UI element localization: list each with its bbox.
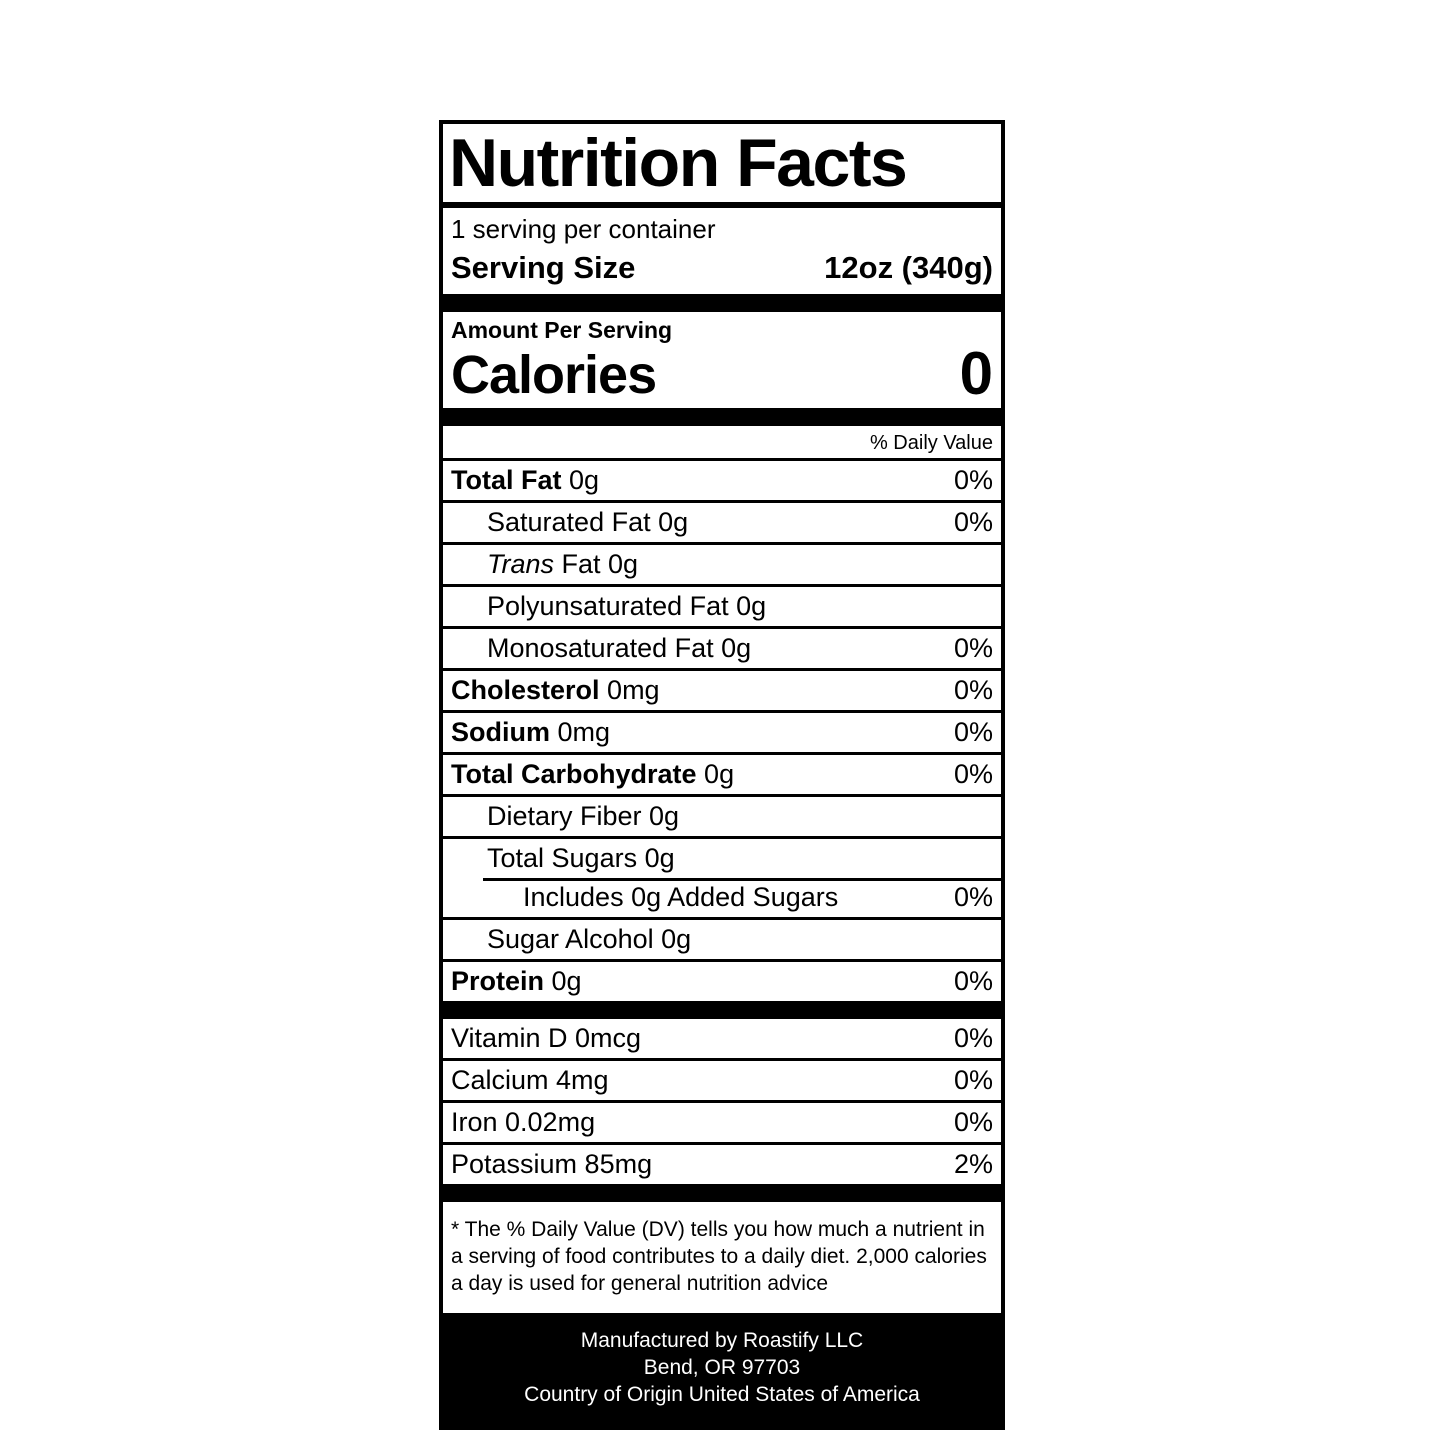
nutrient-name: Total Fat 0g <box>451 465 600 495</box>
nutrient-dv: 0% <box>953 507 993 537</box>
nutrient-dv: 0% <box>953 465 993 495</box>
nutrient-row-sodium: Sodium 0mg 0% <box>439 710 1005 752</box>
nutrient-row-cholesterol: Cholesterol 0mg 0% <box>439 668 1005 710</box>
calories-value: 0 <box>959 340 993 407</box>
nutrient-row-trans-fat: Trans Fat 0g <box>439 542 1005 584</box>
nutrient-row-total-carbohydrate: Total Carbohydrate 0g 0% <box>439 752 1005 794</box>
nutrient-name: Sugar Alcohol 0g <box>487 924 692 954</box>
page-title: Nutrition Facts <box>449 125 908 201</box>
vitamin-dv: 0% <box>953 1023 993 1053</box>
serving-size-value: 12oz (340g) <box>824 250 993 285</box>
nutrient-row-dietary-fiber: Dietary Fiber 0g <box>439 794 1005 836</box>
manufacturer-line: Country of Origin United States of Ameri… <box>524 1383 920 1406</box>
vitamin-name: Vitamin D 0mcg <box>451 1023 642 1053</box>
manufacturer-line: Bend, OR 97703 <box>643 1356 801 1379</box>
vitamin-dv: 2% <box>953 1149 993 1179</box>
manufacturer-line: Manufactured by Roastify LLC <box>580 1329 864 1352</box>
nutrient-row-monosaturated-fat: Monosaturated Fat 0g 0% <box>439 626 1005 668</box>
nutrient-dv: 0% <box>953 675 993 705</box>
nutrient-name: Protein 0g <box>451 966 582 996</box>
nutrient-dv: 0% <box>953 717 993 747</box>
servings-per-container: 1 serving per container <box>451 214 716 244</box>
footnote-line: a day is used for general nutrition advi… <box>451 1272 829 1295</box>
nutrient-dv: 0% <box>953 966 993 996</box>
footnote-line: a serving of food contributes to a daily… <box>451 1245 987 1268</box>
nutrient-row-added-sugars: Includes 0g Added Sugars 0% <box>439 878 1005 917</box>
nutrient-name: Sodium 0mg <box>451 717 611 747</box>
serving-size-label: Serving Size <box>451 250 636 285</box>
nutrient-row-polyunsaturated-fat: Polyunsaturated Fat 0g <box>439 584 1005 626</box>
nutrient-row-total-sugars: Total Sugars 0g <box>439 836 1005 878</box>
manufacturer-section: Manufactured by Roastify LLC Bend, OR 97… <box>439 1313 1005 1430</box>
calories-label: Calories <box>451 345 657 405</box>
footnote-line: * The % Daily Value (DV) tells you how m… <box>451 1218 985 1241</box>
nutrient-row-total-fat: Total Fat 0g 0% <box>439 458 1005 500</box>
nutrient-name: Polyunsaturated Fat 0g <box>487 591 767 621</box>
nutrient-name: Cholesterol 0mg <box>451 675 660 705</box>
nutrient-name: Includes 0g Added Sugars <box>523 882 839 912</box>
vitamin-dv: 0% <box>953 1107 993 1137</box>
vitamin-row-vitamin-d: Vitamin D 0mcg 0% <box>439 1001 1005 1058</box>
vitamin-name: Potassium 85mg <box>451 1149 653 1179</box>
nutrient-dv: 0% <box>953 759 993 789</box>
vitamin-name: Calcium 4mg <box>451 1065 609 1095</box>
daily-value-header-row: % Daily Value <box>439 408 1005 458</box>
vitamin-row-potassium: Potassium 85mg 2% <box>439 1142 1005 1184</box>
nutrient-name: Dietary Fiber 0g <box>487 801 680 831</box>
nutrition-facts-label: Nutrition Facts 1 serving per container … <box>439 120 1005 1430</box>
nutrient-dv: 0% <box>953 633 993 663</box>
nutrient-row-saturated-fat: Saturated Fat 0g 0% <box>439 500 1005 542</box>
label-title-section: Nutrition Facts <box>439 120 1005 202</box>
nutrient-name: Total Carbohydrate 0g <box>451 759 735 789</box>
vitamin-row-iron: Iron 0.02mg 0% <box>439 1100 1005 1142</box>
calories-row: Calories 0 <box>443 344 1001 408</box>
nutrient-name: Monosaturated Fat 0g <box>487 633 752 663</box>
nutrient-row-sugar-alcohol: Sugar Alcohol 0g <box>439 917 1005 959</box>
serving-size-row: Serving Size 12oz (340g) <box>443 246 1001 294</box>
daily-value-footnote: * The % Daily Value (DV) tells you how m… <box>443 1202 1001 1313</box>
vitamin-row-calcium: Calcium 4mg 0% <box>439 1058 1005 1100</box>
footnote-section: * The % Daily Value (DV) tells you how m… <box>439 1184 1005 1313</box>
nutrient-name: Total Sugars 0g <box>487 843 675 873</box>
nutrient-dv: 0% <box>953 882 993 912</box>
calories-section: Amount Per Serving Calories 0 <box>439 294 1005 408</box>
daily-value-header: % Daily Value <box>869 432 993 454</box>
vitamin-dv: 0% <box>953 1065 993 1095</box>
nutrient-name: Trans Fat 0g <box>487 549 639 579</box>
nutrient-name: Saturated Fat 0g <box>487 507 689 537</box>
servings-section: 1 serving per container Serving Size 12o… <box>439 202 1005 294</box>
vitamin-name: Iron 0.02mg <box>451 1107 596 1137</box>
amount-per-serving-label: Amount Per Serving <box>451 317 673 343</box>
nutrient-row-protein: Protein 0g 0% <box>439 959 1005 1001</box>
